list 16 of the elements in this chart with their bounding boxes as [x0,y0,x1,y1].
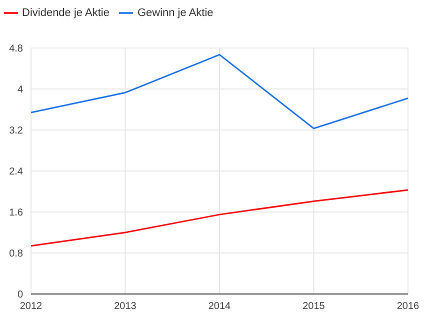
line-series [31,54,408,130]
y-tick-label: 1.6 [9,208,24,219]
y-tick-label: 3.2 [9,126,24,137]
line-series [31,189,408,247]
x-tick-label: 2016 [396,301,420,312]
x-tick-label: 2012 [20,301,43,312]
x-tick-label: 2013 [114,301,137,312]
x-tick-label: 2014 [208,301,232,312]
legend-label: Dividende je Aktie [22,6,110,19]
x-tick-label: 2015 [302,301,326,312]
y-tick-label: 4.8 [9,44,24,55]
legend-label: Gewinn je Aktie [137,6,214,19]
y-tick-label: 4 [17,84,24,96]
y-tick-label: 0 [17,290,24,301]
y-tick-label: 0.8 [9,248,24,260]
y-tick-label: 2.4 [9,166,24,178]
